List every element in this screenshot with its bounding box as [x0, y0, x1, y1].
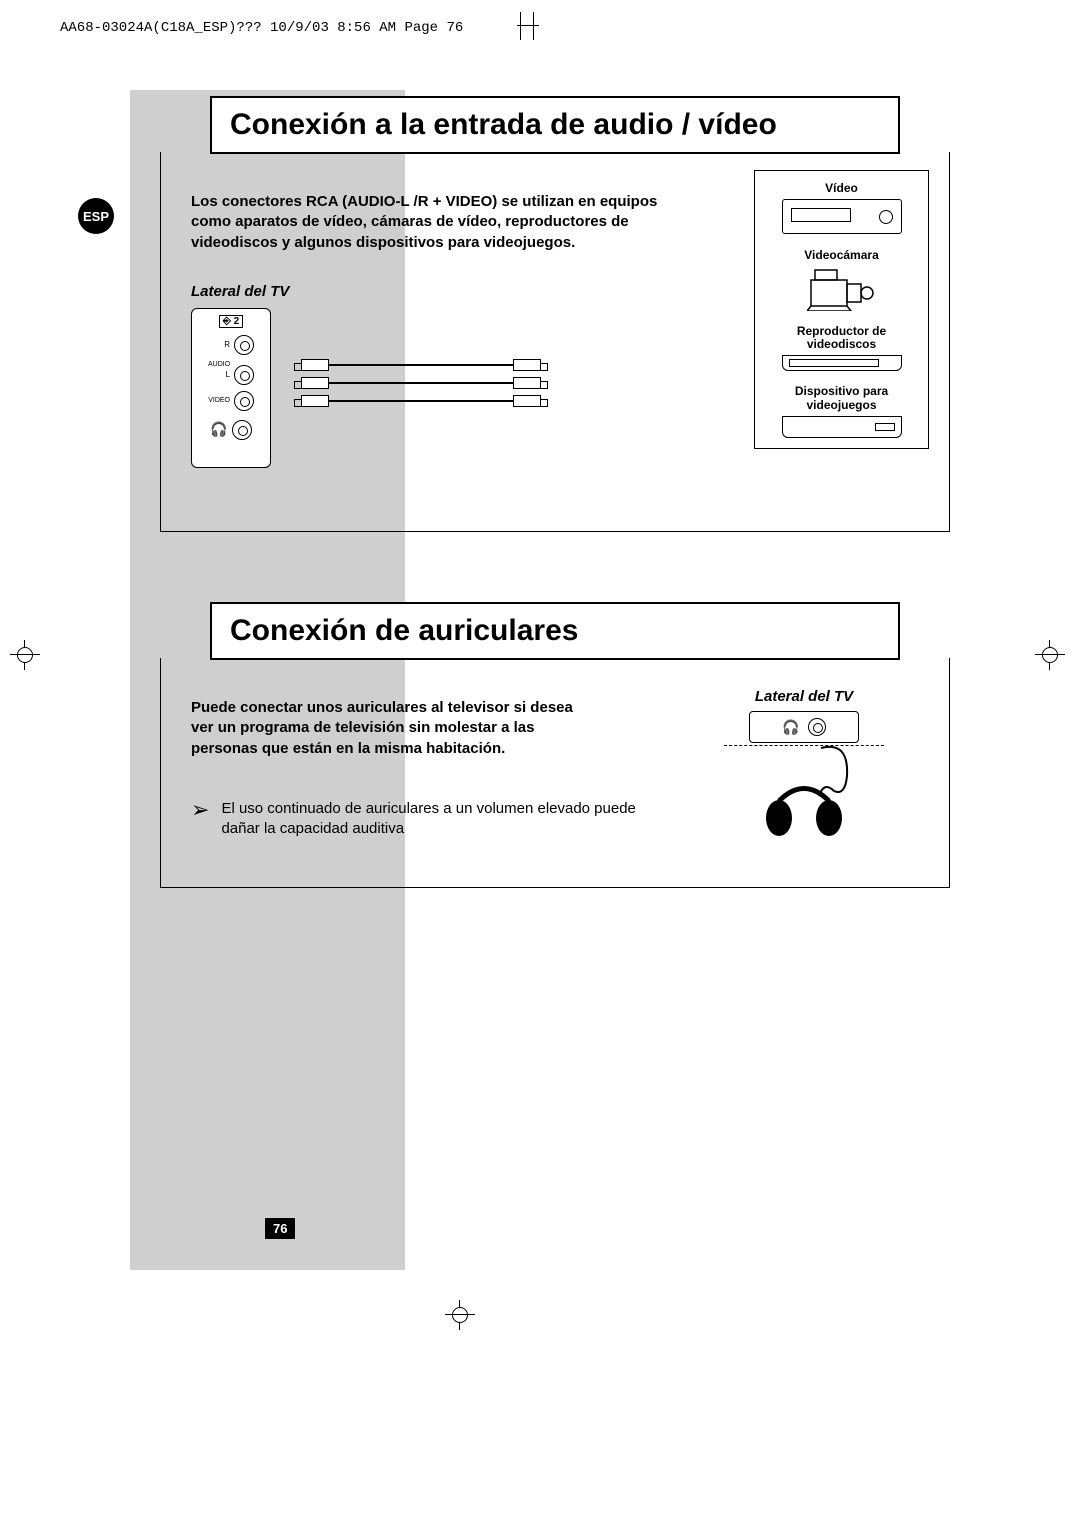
section2-lateral-label: Lateral del TV: [689, 688, 919, 705]
print-crop-mark: [520, 12, 534, 40]
section1-frame: Los conectores RCA (AUDIO-L /R + VIDEO) …: [160, 152, 950, 532]
print-header: AA68-03024A(C18A_ESP)??? 10/9/03 8:56 AM…: [60, 20, 1020, 36]
page: AA68-03024A(C18A_ESP)??? 10/9/03 8:56 AM…: [60, 20, 1020, 888]
headphones-icon: [749, 746, 859, 841]
section2-note: ➢ El uso continuado de auriculares a un …: [191, 799, 651, 840]
rca-l-label: L: [208, 371, 230, 379]
section1-title-box: Conexión a la entrada de audio / vídeo: [210, 96, 900, 154]
rca-r-label: R: [208, 341, 230, 349]
print-header-text: AA68-03024A(C18A_ESP)??? 10/9/03 8:56 AM…: [60, 20, 463, 36]
rca-video-label: VIDEO: [208, 397, 230, 404]
rca-panel: ⎆ 2 R AUDIO L VIDEO: [191, 308, 271, 468]
device-list-box: Vídeo Videocámara Reproductor de videod: [754, 170, 929, 449]
section2-title: Conexión de auriculares: [230, 614, 880, 648]
device-game-label: Dispositivo para videojuegos: [763, 385, 920, 411]
headphone-jack: [232, 420, 252, 440]
cable-plug: [301, 395, 329, 407]
rca-r-jack: [234, 335, 254, 355]
section2-title-box: Conexión de auriculares: [210, 602, 900, 660]
rca-cables: [301, 353, 541, 413]
headphone-jack-box: 🎧: [749, 711, 859, 743]
game-device-icon: [782, 416, 902, 438]
crop-mark-right: [1035, 640, 1065, 670]
headphone-diagram: Lateral del TV 🎧: [689, 688, 919, 846]
av-indicator: ⎆ 2: [219, 315, 243, 328]
crop-mark-bottom: [445, 1300, 475, 1330]
cable-plug: [513, 359, 541, 371]
headphone-jack: [808, 718, 826, 736]
section2-frame: Puede conectar unos auriculares al telev…: [160, 658, 950, 888]
headphone-icon: 🎧: [210, 421, 227, 438]
cable-plug: [301, 377, 329, 389]
cable-plug: [513, 377, 541, 389]
crop-mark-left: [10, 640, 40, 670]
section1-title: Conexión a la entrada de audio / vídeo: [230, 108, 880, 142]
vcr-icon: [782, 199, 902, 234]
rca-l-jack: [234, 365, 254, 385]
disc-player-icon: [782, 355, 902, 371]
device-video-label: Vídeo: [763, 181, 920, 195]
note-arrow-icon: ➢: [191, 799, 209, 840]
headphone-icon: 🎧: [782, 719, 799, 736]
device-disc-label: Reproductor de videodiscos: [763, 325, 920, 351]
cable-plug: [301, 359, 329, 371]
camcorder-icon: [807, 266, 877, 311]
section2-note-text: El uso continuado de auriculares a un vo…: [221, 799, 651, 840]
section1-intro: Los conectores RCA (AUDIO-L /R + VIDEO) …: [191, 192, 691, 253]
rca-video-jack: [234, 391, 254, 411]
page-number: 76: [265, 1218, 295, 1239]
cable-plug: [513, 395, 541, 407]
section2-intro: Puede conectar unos auriculares al telev…: [191, 698, 591, 759]
device-camcorder-label: Videocámara: [763, 248, 920, 262]
